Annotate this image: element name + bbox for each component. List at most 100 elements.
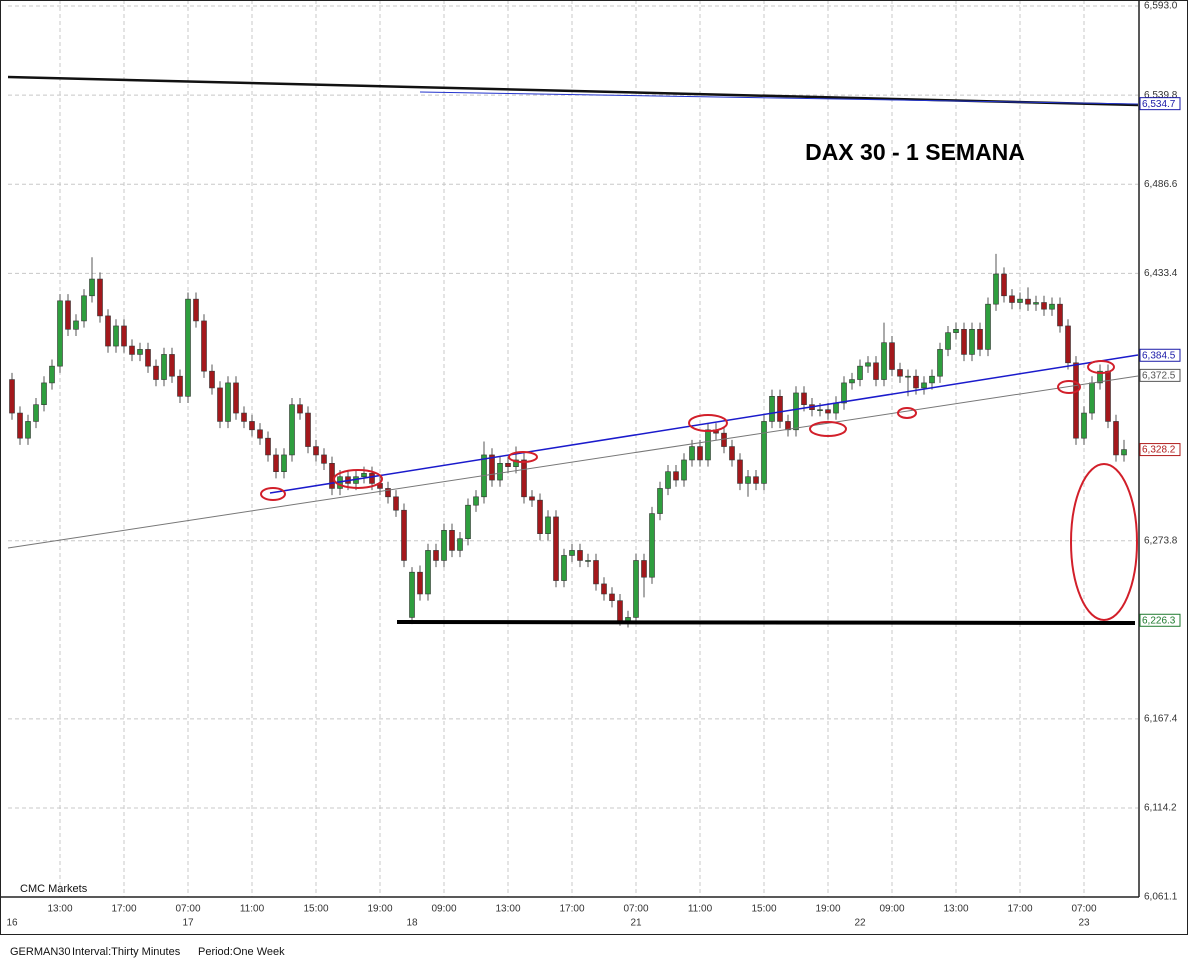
candle-body bbox=[577, 550, 583, 561]
candle-body bbox=[961, 328, 967, 355]
circle bbox=[260, 487, 286, 501]
candle-body bbox=[833, 402, 839, 414]
candle-body bbox=[585, 560, 591, 562]
x-tick-label: 13:00 bbox=[47, 904, 72, 915]
candle-body bbox=[441, 530, 447, 561]
circle bbox=[508, 451, 538, 463]
candle-body bbox=[49, 365, 55, 384]
candle-body bbox=[201, 320, 207, 372]
trend-line-blue bbox=[269, 354, 1139, 494]
candle-body bbox=[1105, 370, 1111, 422]
price-box bbox=[1139, 348, 1181, 362]
candle-body bbox=[705, 429, 711, 461]
candle-body bbox=[1017, 298, 1023, 303]
candle-body bbox=[457, 538, 463, 551]
x-tick-label: 13:00 bbox=[943, 904, 968, 915]
candle-body bbox=[561, 555, 567, 581]
candle-body bbox=[177, 375, 183, 397]
candle-body bbox=[929, 375, 935, 384]
price-label: 6,226.3 bbox=[1142, 615, 1176, 626]
candle-body bbox=[593, 560, 599, 585]
annotations bbox=[260, 360, 1138, 621]
candle-body bbox=[953, 328, 959, 333]
candle-body bbox=[297, 404, 303, 414]
candle-body bbox=[1009, 295, 1015, 303]
price-box bbox=[1139, 443, 1181, 457]
candle-body bbox=[257, 429, 263, 439]
candle-body bbox=[657, 488, 663, 514]
candle-body bbox=[289, 404, 295, 456]
y-tick-label: 6,061.1 bbox=[1144, 892, 1178, 903]
candle-body bbox=[41, 382, 47, 405]
candle-body bbox=[1049, 303, 1055, 310]
candle-body bbox=[913, 375, 919, 389]
candle-body bbox=[401, 509, 407, 561]
day-label: 16 bbox=[6, 918, 18, 929]
candle-body bbox=[145, 349, 151, 367]
candle-body bbox=[937, 349, 943, 377]
candle-body bbox=[737, 459, 743, 484]
price-label: 6,384.5 bbox=[1142, 350, 1176, 361]
candle-body bbox=[697, 446, 703, 461]
candle-body bbox=[1065, 325, 1071, 364]
candle-body bbox=[313, 446, 319, 456]
candle-body bbox=[273, 454, 279, 472]
candle-body bbox=[217, 387, 223, 422]
price-label: 6,372.5 bbox=[1142, 371, 1176, 382]
candle-body bbox=[785, 421, 791, 431]
candle-body bbox=[1001, 273, 1007, 297]
candle-body bbox=[905, 375, 911, 378]
candle-body bbox=[97, 278, 103, 317]
candle-body bbox=[65, 300, 71, 330]
source: CMC Markets bbox=[20, 883, 88, 895]
candle-body bbox=[945, 332, 951, 350]
day-label: 23 bbox=[1078, 918, 1090, 929]
candle-body bbox=[1073, 362, 1079, 439]
candle-body bbox=[1041, 302, 1047, 310]
candle-body bbox=[873, 362, 879, 380]
candle-body bbox=[921, 382, 927, 389]
x-tick-label: 11:00 bbox=[688, 904, 713, 915]
candle-body bbox=[1121, 449, 1127, 456]
candle-body bbox=[433, 550, 439, 561]
trend-lines bbox=[7, 75, 1139, 625]
circle bbox=[333, 469, 383, 489]
candle-body bbox=[449, 530, 455, 551]
candle-body bbox=[425, 550, 431, 595]
candle-body bbox=[393, 496, 399, 511]
candle-body bbox=[89, 278, 95, 297]
trend-line-gray bbox=[7, 375, 1139, 549]
candle-body bbox=[993, 273, 999, 305]
candle-body bbox=[985, 303, 991, 350]
x-tick-label: 17:00 bbox=[1007, 904, 1032, 915]
candle-body bbox=[497, 463, 503, 481]
x-tick-label: 15:00 bbox=[751, 904, 776, 915]
circle bbox=[1070, 463, 1138, 621]
candle-body bbox=[153, 365, 159, 380]
resistance-line bbox=[7, 75, 1139, 107]
candle-body bbox=[9, 379, 15, 414]
price-label: 6,328.2 bbox=[1142, 445, 1176, 456]
candle-body bbox=[625, 617, 631, 622]
candle-body bbox=[865, 362, 871, 367]
symbol: GERMAN30 bbox=[10, 946, 71, 958]
candle-body bbox=[33, 404, 39, 422]
candle-body bbox=[969, 328, 975, 355]
x-tick-label: 19:00 bbox=[815, 904, 840, 915]
day-label: 21 bbox=[630, 918, 642, 929]
x-tick-label: 07:00 bbox=[1071, 904, 1096, 915]
x-tick-label: 15:00 bbox=[303, 904, 328, 915]
candle-body bbox=[745, 476, 751, 484]
candle-body bbox=[1113, 421, 1119, 456]
price-box bbox=[1139, 368, 1181, 382]
candle-body bbox=[553, 516, 559, 581]
candle-body bbox=[209, 370, 215, 389]
candle-body bbox=[753, 476, 759, 484]
candle-body bbox=[729, 446, 735, 461]
candle-body bbox=[1097, 370, 1103, 384]
candle-body bbox=[305, 412, 311, 447]
candle-body bbox=[225, 382, 231, 422]
candle-body bbox=[777, 396, 783, 422]
